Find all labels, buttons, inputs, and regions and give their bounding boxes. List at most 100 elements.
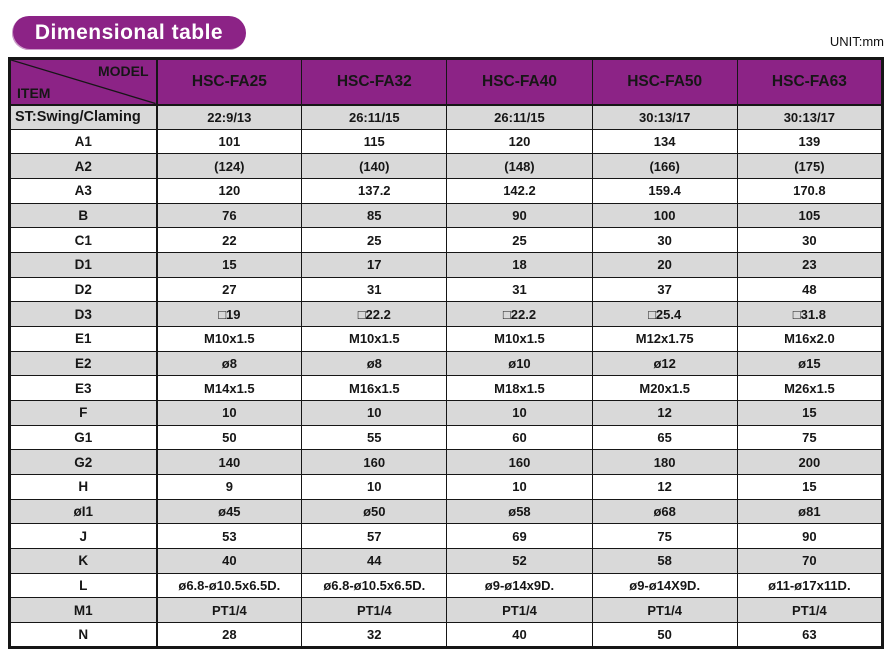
table-cell: 20 xyxy=(591,252,738,278)
row-item-label: D2 xyxy=(9,276,158,303)
row-item-label: E1 xyxy=(9,326,158,352)
table-cell: 31 xyxy=(301,276,448,303)
table-cell: 101 xyxy=(155,128,303,155)
table-cell: M10x1.5 xyxy=(301,326,448,352)
table-cell: 40 xyxy=(155,548,303,574)
table-cell: 23 xyxy=(736,252,884,278)
section-title-pill: Dimensional table xyxy=(12,16,246,50)
table-cell: 26:11/15 xyxy=(446,104,593,130)
table-cell: 160 xyxy=(446,449,593,476)
table-cell: 30 xyxy=(736,227,884,254)
table-cell: □31.8 xyxy=(736,301,884,328)
table-row: D1 15 17 18 20 23 xyxy=(9,252,884,278)
table-cell: ø50 xyxy=(301,498,448,525)
diagonal-divider-line xyxy=(11,60,156,104)
table-row: F 10 10 10 12 15 xyxy=(9,400,884,426)
table-cell: (166) xyxy=(591,153,738,180)
table-cell: 105 xyxy=(736,202,884,229)
row-item-label: G1 xyxy=(9,424,158,451)
table-cell: M26x1.5 xyxy=(736,375,884,402)
table-cell: 50 xyxy=(591,622,738,648)
table-row: A1 101 115 120 134 139 xyxy=(9,128,884,155)
table-cell: 120 xyxy=(155,178,303,204)
table-row: B 76 85 90 100 105 xyxy=(9,202,884,229)
table-row: A3 120 137.2 142.2 159.4 170.8 xyxy=(9,178,884,204)
table-cell: 22 xyxy=(155,227,303,254)
row-item-label: C1 xyxy=(9,227,158,254)
table-cell: ø45 xyxy=(155,498,303,525)
table-cell: 76 xyxy=(155,202,303,229)
table-cell: PT1/4 xyxy=(736,597,884,624)
table-cell: ø8 xyxy=(301,350,448,377)
table-cell: 31 xyxy=(446,276,593,303)
table-cell: 65 xyxy=(591,424,738,451)
table-cell: ø10 xyxy=(446,350,593,377)
table-cell: □19 xyxy=(155,301,303,328)
table-cell: 85 xyxy=(301,202,448,229)
table-cell: ø15 xyxy=(736,350,884,377)
table-cell: 26:11/15 xyxy=(301,104,448,130)
table-cell: 30 xyxy=(591,227,738,254)
table-cell: 50 xyxy=(155,424,303,451)
table-cell: 10 xyxy=(301,474,448,500)
row-item-label: G2 xyxy=(9,449,158,476)
row-item-label: A3 xyxy=(9,178,158,204)
table-row: G1 50 55 60 65 75 xyxy=(9,424,884,451)
row-item-label: M1 xyxy=(9,597,158,624)
table-cell: 28 xyxy=(155,622,303,648)
table-cell: 120 xyxy=(446,128,593,155)
table-cell: 10 xyxy=(155,400,303,426)
table-cell: 200 xyxy=(736,449,884,476)
table-cell: PT1/4 xyxy=(591,597,738,624)
table-row: C1 22 25 25 30 30 xyxy=(9,227,884,254)
table-cell: 140 xyxy=(155,449,303,476)
table-cell: 10 xyxy=(446,474,593,500)
table-cell: 70 xyxy=(736,548,884,574)
row-item-label: F xyxy=(9,400,158,426)
row-item-label: E2 xyxy=(9,350,158,377)
header-row: MODEL ITEM HSC-FA25 HSC-FA32 HSC-FA40 HS… xyxy=(9,58,884,106)
table-cell: □22.2 xyxy=(301,301,448,328)
table-cell: 10 xyxy=(301,400,448,426)
table-cell: 15 xyxy=(736,474,884,500)
table-cell: (148) xyxy=(446,153,593,180)
table-cell: 137.2 xyxy=(301,178,448,204)
table-cell: M20x1.5 xyxy=(591,375,738,402)
table-cell: ø11-ø17x11D. xyxy=(736,572,884,599)
row-item-label: D3 xyxy=(9,301,158,328)
table-cell: 10 xyxy=(446,400,593,426)
table-cell: 160 xyxy=(301,449,448,476)
table-row: øI1 ø45 ø50 ø58 ø68 ø81 xyxy=(9,498,884,525)
table-row: M1 PT1/4 PT1/4 PT1/4 PT1/4 PT1/4 xyxy=(9,597,884,624)
table-cell: 22:9/13 xyxy=(155,104,303,130)
corner-item-label: ITEM xyxy=(17,84,51,101)
table-cell: 53 xyxy=(155,523,303,550)
row-item-label: L xyxy=(9,572,158,599)
table-cell: 115 xyxy=(301,128,448,155)
table-cell: 75 xyxy=(591,523,738,550)
row-item-label: K xyxy=(9,548,158,574)
table-cell: 58 xyxy=(591,548,738,574)
table-cell: 48 xyxy=(736,276,884,303)
table-cell: M16x2.0 xyxy=(736,326,884,352)
table-cell: 25 xyxy=(301,227,448,254)
row-item-label: H xyxy=(9,474,158,500)
table-cell: 63 xyxy=(736,622,884,648)
row-item-label: B xyxy=(9,202,158,229)
dimensional-table: MODEL ITEM HSC-FA25 HSC-FA32 HSC-FA40 HS… xyxy=(8,57,884,649)
row-item-label: A2 xyxy=(9,153,158,180)
table-cell: 75 xyxy=(736,424,884,451)
table-cell: □22.2 xyxy=(446,301,593,328)
table-cell: 32 xyxy=(301,622,448,648)
table-cell: ø6.8-ø10.5x6.5D. xyxy=(301,572,448,599)
table-cell: 159.4 xyxy=(591,178,738,204)
table-cell: 90 xyxy=(446,202,593,229)
row-item-label: øI1 xyxy=(9,498,158,525)
table-row: E1 M10x1.5 M10x1.5 M10x1.5 M12x1.75 M16x2.0 xyxy=(9,326,884,352)
table-cell: ø9-ø14X9D. xyxy=(591,572,738,599)
section-title: Dimensional table xyxy=(34,21,224,44)
table-cell: 30:13/17 xyxy=(736,104,884,130)
row-item-label: J xyxy=(9,523,158,550)
table-cell: 180 xyxy=(591,449,738,476)
